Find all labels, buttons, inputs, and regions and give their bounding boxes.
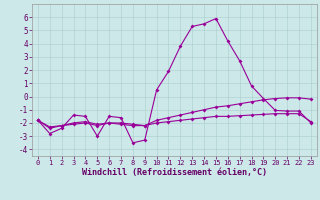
X-axis label: Windchill (Refroidissement éolien,°C): Windchill (Refroidissement éolien,°C) xyxy=(82,168,267,177)
